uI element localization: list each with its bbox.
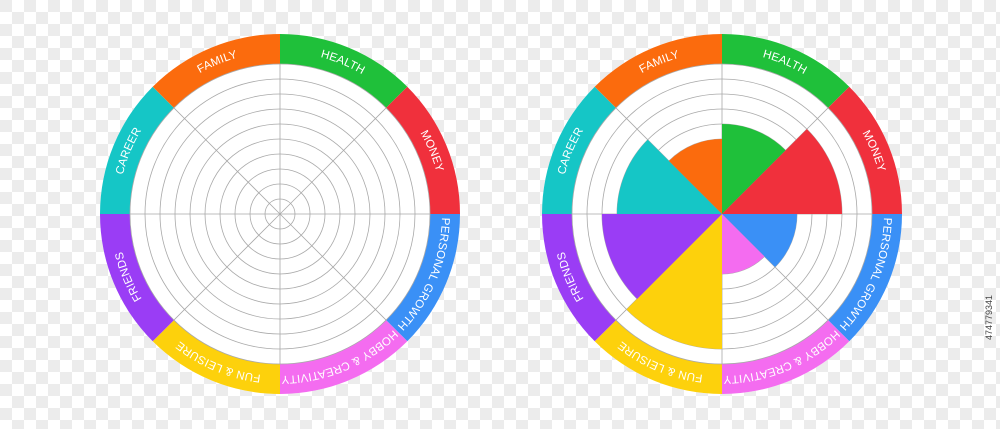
value-wedge [668, 139, 722, 214]
category-band [152, 34, 280, 108]
value-wedge [617, 139, 722, 214]
category-band [594, 320, 722, 394]
value-wedge [626, 214, 722, 349]
stock-id: 474779341 [984, 295, 994, 340]
category-band [280, 34, 408, 108]
category-band [386, 214, 461, 342]
category-band [828, 86, 902, 214]
category-band [828, 214, 902, 342]
value-wedge [722, 214, 797, 268]
category-band [280, 320, 408, 394]
category-band [594, 34, 722, 108]
category-band [100, 86, 174, 214]
category-band [722, 320, 850, 394]
grid-spoke [279, 213, 387, 321]
grid-spoke [173, 213, 281, 321]
grid-spoke [279, 107, 387, 215]
grid-spoke [173, 107, 281, 215]
category-band [386, 86, 461, 214]
value-wedge [602, 214, 722, 299]
category-band [542, 214, 616, 342]
category-band [100, 214, 174, 342]
grid-spoke [721, 107, 829, 215]
value-wedge [722, 124, 786, 214]
value-wedge [722, 214, 765, 274]
value-wedge [722, 129, 842, 214]
category-band [722, 34, 850, 108]
category-band [542, 86, 616, 214]
category-band [152, 320, 280, 394]
